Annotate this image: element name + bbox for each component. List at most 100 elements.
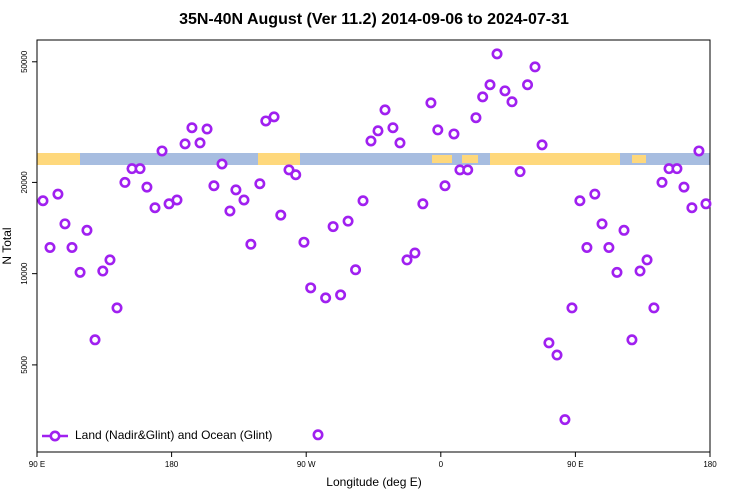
data-point <box>686 202 698 214</box>
data-point <box>529 61 541 73</box>
data-point <box>275 209 287 221</box>
data-point <box>254 178 266 190</box>
y-tick-label: 10000 <box>20 262 29 285</box>
data-point <box>37 195 49 207</box>
data-point <box>401 254 413 266</box>
data-point <box>97 265 109 277</box>
data-point <box>230 184 242 196</box>
land <box>462 155 478 163</box>
data-point <box>186 122 198 134</box>
x-axis-label: Longitude (deg E) <box>326 475 421 489</box>
data-point <box>194 137 206 149</box>
data-point <box>543 337 555 349</box>
data-point <box>536 139 548 151</box>
x-tick-label: 90 E <box>29 460 45 469</box>
data-point <box>149 202 161 214</box>
data-point <box>574 195 586 207</box>
x-tick-label: 180 <box>165 460 179 469</box>
data-point <box>379 104 391 116</box>
data-point <box>514 166 526 178</box>
data-point <box>156 145 168 157</box>
data-point <box>201 123 213 135</box>
data-point <box>648 302 660 314</box>
data-point <box>678 181 690 193</box>
data-point <box>589 188 601 200</box>
x-tick-label: 0 <box>439 460 444 469</box>
data-point <box>104 254 116 266</box>
data-point <box>491 48 503 60</box>
data-point <box>626 334 638 346</box>
data-point <box>596 218 608 230</box>
data-point <box>111 302 123 314</box>
x-tick-label: 180 <box>703 460 717 469</box>
land <box>37 153 80 165</box>
data-point <box>506 96 518 108</box>
data-point <box>44 241 56 253</box>
data-point <box>74 266 86 278</box>
data-point <box>559 414 571 426</box>
land <box>432 155 452 163</box>
data-point <box>409 247 421 259</box>
map-strip <box>37 153 710 165</box>
data-point <box>238 194 250 206</box>
data-point <box>603 241 615 253</box>
data-point <box>298 236 310 248</box>
data-point <box>618 224 630 236</box>
data-point <box>671 163 683 175</box>
y-axis-label: N Total <box>0 227 14 264</box>
data-point <box>335 289 347 301</box>
data-point <box>268 111 280 123</box>
data-point <box>357 195 369 207</box>
land <box>490 153 620 165</box>
data-point <box>581 241 593 253</box>
data-point <box>470 112 482 124</box>
data-point <box>290 169 302 181</box>
y-tick-label: 5000 <box>20 355 29 373</box>
data-point <box>119 176 131 188</box>
y-tick-label: 50000 <box>20 50 29 73</box>
data-point <box>66 241 78 253</box>
data-point <box>693 145 705 157</box>
data-point <box>81 224 93 236</box>
data-point <box>260 115 272 127</box>
data-point <box>656 176 668 188</box>
data-point <box>484 79 496 91</box>
data-point <box>700 198 712 210</box>
data-point <box>394 137 406 149</box>
data-point <box>179 138 191 150</box>
data-point <box>372 125 384 137</box>
legend-label: Land (Nadir&Glint) and Ocean (Glint) <box>75 428 272 442</box>
data-point <box>499 85 511 97</box>
data-point <box>448 128 460 140</box>
x-tick-label: 90 E <box>567 460 583 469</box>
data-point <box>59 218 71 230</box>
data-point <box>365 135 377 147</box>
legend-marker <box>49 430 61 442</box>
plot-frame <box>36 39 711 453</box>
data-point <box>89 334 101 346</box>
chart-title: 35N-40N August (Ver 11.2) 2014-09-06 to … <box>179 11 569 28</box>
data-point <box>439 180 451 192</box>
data-point <box>52 188 64 200</box>
data-point <box>208 180 220 192</box>
data-point <box>387 122 399 134</box>
data-point <box>522 79 534 91</box>
data-point <box>216 158 228 170</box>
data-point <box>342 215 354 227</box>
data-point <box>425 97 437 109</box>
data-point <box>634 265 646 277</box>
data-point <box>245 238 257 250</box>
y-tick-label: 20000 <box>20 171 29 194</box>
data-point <box>171 194 183 206</box>
data-point <box>134 163 146 175</box>
data-point <box>350 264 362 276</box>
data-point <box>462 164 474 176</box>
land <box>258 153 300 165</box>
data-point <box>417 198 429 210</box>
data-point <box>312 429 324 441</box>
data-point <box>320 292 332 304</box>
data-point <box>641 254 653 266</box>
data-point <box>477 91 489 103</box>
